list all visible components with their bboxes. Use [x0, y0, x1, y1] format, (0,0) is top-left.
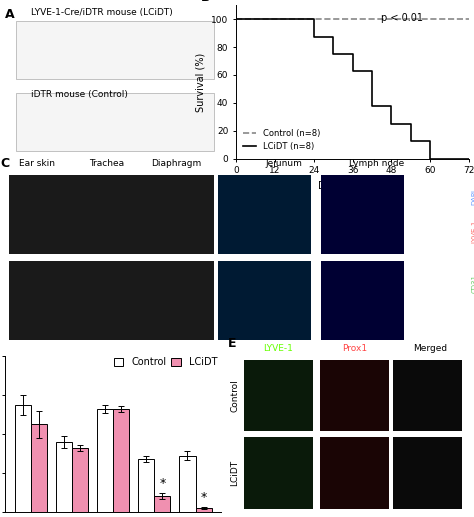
- Text: LCiDT: LCiDT: [0, 287, 2, 314]
- Bar: [9, 261, 84, 340]
- Legend: Control, LCiDT: Control, LCiDT: [109, 354, 221, 371]
- Text: CD31: CD31: [472, 274, 474, 293]
- Bar: [320, 175, 404, 254]
- Text: Prox1: Prox1: [342, 344, 367, 353]
- Text: Trachea: Trachea: [90, 159, 125, 168]
- Text: *: *: [159, 477, 165, 490]
- Text: LYVE-1: LYVE-1: [472, 220, 474, 244]
- Text: *: *: [201, 491, 207, 504]
- Text: LCiDT: LCiDT: [230, 460, 239, 486]
- Bar: [31, 424, 47, 512]
- Text: B: B: [201, 0, 210, 4]
- Text: iDTR mouse (Control): iDTR mouse (Control): [31, 89, 128, 99]
- Bar: [393, 359, 462, 431]
- Bar: [72, 448, 88, 512]
- Text: E: E: [228, 337, 237, 350]
- Text: Diaphragm: Diaphragm: [152, 159, 202, 168]
- Bar: [244, 359, 313, 431]
- Bar: [113, 409, 129, 512]
- Bar: [155, 496, 171, 512]
- Bar: [84, 261, 149, 340]
- Text: C: C: [0, 157, 9, 170]
- Bar: [196, 508, 211, 512]
- Text: Control: Control: [0, 198, 2, 231]
- Text: LYVE-1: LYVE-1: [264, 344, 293, 353]
- Text: Lymph node: Lymph node: [349, 159, 404, 168]
- Bar: [244, 437, 313, 509]
- Bar: [16, 21, 214, 79]
- Bar: [97, 409, 113, 512]
- Bar: [219, 261, 311, 340]
- Bar: [9, 175, 84, 254]
- Bar: [56, 442, 72, 512]
- Bar: [149, 175, 214, 254]
- Text: Jejunum: Jejunum: [265, 159, 302, 168]
- Bar: [84, 175, 149, 254]
- Bar: [149, 261, 214, 340]
- Bar: [219, 175, 311, 254]
- Text: LYVE-1-Cre/iDTR mouse (LCiDT): LYVE-1-Cre/iDTR mouse (LCiDT): [31, 8, 173, 17]
- Bar: [138, 460, 155, 512]
- Text: A: A: [5, 8, 14, 21]
- X-axis label: Duration (hrs): Duration (hrs): [318, 181, 387, 191]
- Text: Control: Control: [230, 379, 239, 412]
- Bar: [15, 405, 31, 512]
- Y-axis label: Survival (%): Survival (%): [196, 52, 206, 112]
- Bar: [320, 359, 389, 431]
- Bar: [16, 93, 214, 151]
- Text: Merged: Merged: [413, 344, 447, 353]
- Text: DAPI: DAPI: [472, 189, 474, 205]
- Bar: [320, 261, 404, 340]
- Text: Ear skin: Ear skin: [19, 159, 55, 168]
- Text: p < 0.01: p < 0.01: [381, 13, 423, 23]
- Legend: Control (n=8), LCiDT (n=8): Control (n=8), LCiDT (n=8): [240, 126, 323, 155]
- Bar: [320, 437, 389, 509]
- Bar: [393, 437, 462, 509]
- Bar: [180, 455, 196, 512]
